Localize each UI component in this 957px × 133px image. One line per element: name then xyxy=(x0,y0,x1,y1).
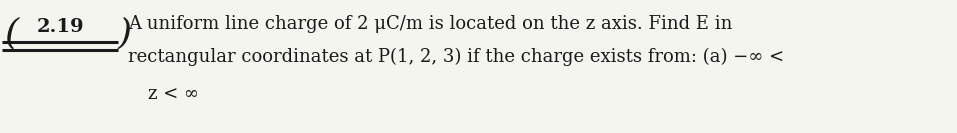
Text: ): ) xyxy=(118,16,132,50)
Text: rectangular coordinates at P(1, 2, 3) if the charge exists from: (a) −∞ <: rectangular coordinates at P(1, 2, 3) if… xyxy=(128,48,784,66)
Text: 2.19: 2.19 xyxy=(36,18,84,36)
Text: A uniform line charge of 2 μC/m is located on the z axis. Find E in: A uniform line charge of 2 μC/m is locat… xyxy=(128,15,732,33)
Text: (: ( xyxy=(4,16,18,50)
Text: z < ∞: z < ∞ xyxy=(148,85,199,103)
